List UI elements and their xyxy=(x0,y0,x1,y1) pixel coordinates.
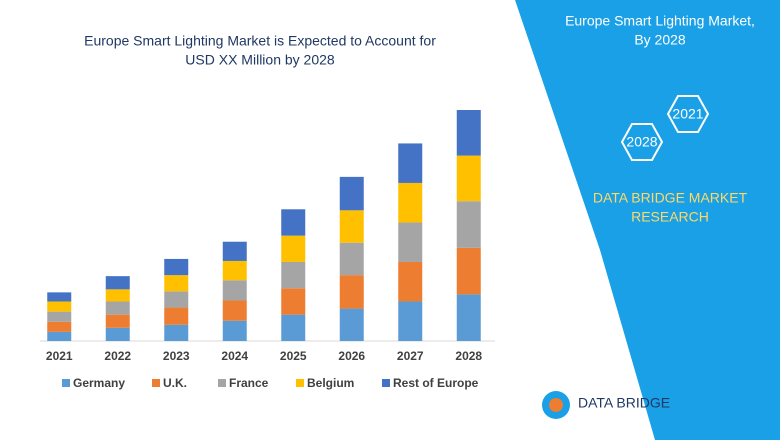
chart-title: Europe Smart Lighting Market is Expected… xyxy=(84,33,436,49)
bar-segment xyxy=(398,143,423,183)
panel-heading: Europe Smart Lighting Market, xyxy=(565,13,755,29)
bar-segment xyxy=(339,210,364,243)
bar-segment xyxy=(281,314,306,341)
bar-segment xyxy=(164,307,189,325)
hexagon-label: 2028 xyxy=(626,134,657,150)
legend-swatch xyxy=(152,379,160,387)
bar-segment xyxy=(456,294,481,341)
x-tick-label: 2025 xyxy=(280,349,307,363)
bar-segment xyxy=(222,241,247,261)
bar-segment xyxy=(105,327,130,341)
bar-segment xyxy=(105,289,130,302)
bar-segment xyxy=(398,182,423,223)
bar-segment xyxy=(339,242,364,276)
bar-segment xyxy=(456,201,481,248)
bar-segment xyxy=(339,275,364,309)
x-tick-label: 2028 xyxy=(455,349,482,363)
plot: 2021 2022 2023 2024 2025 2026 2027 2028 Germany U… xyxy=(46,110,482,390)
bar-segment xyxy=(47,311,72,322)
bar-segment xyxy=(281,288,306,315)
bar-segment xyxy=(164,275,189,292)
legend-label: Belgium xyxy=(307,376,354,390)
bar-segment xyxy=(456,110,481,156)
bar-segment xyxy=(47,321,72,332)
brand-text: DATA BRIDGE MARKET xyxy=(593,190,748,206)
bar-segment xyxy=(105,314,130,328)
hexagon xyxy=(666,95,710,133)
legend-swatch xyxy=(218,379,226,387)
logo-text: DATA BRIDGE xyxy=(578,395,670,411)
brand-text: RESEARCH xyxy=(631,209,709,225)
bar-segment xyxy=(164,324,189,341)
x-tick-label: 2021 xyxy=(46,349,73,363)
x-tick-label: 2023 xyxy=(163,349,190,363)
x-tick-label: 2024 xyxy=(221,349,248,363)
bar-segment xyxy=(222,280,247,301)
chart-title: USD XX Million by 2028 xyxy=(185,52,335,68)
bar-segment xyxy=(281,261,306,289)
bar-segment xyxy=(222,300,247,321)
legend-label: U.K. xyxy=(163,376,187,390)
bar-segment xyxy=(398,261,423,302)
bar-segment xyxy=(164,291,189,308)
hexagon xyxy=(620,123,664,161)
bar-segment xyxy=(222,260,247,281)
hexagon-label: 2021 xyxy=(672,106,703,122)
x-tick-label: 2027 xyxy=(397,349,424,363)
legend-swatch xyxy=(62,379,70,387)
bar-segment xyxy=(281,209,306,236)
legend-swatch xyxy=(296,379,304,387)
side-panel xyxy=(515,0,780,440)
bar-segment xyxy=(281,235,306,262)
bar-segment xyxy=(105,301,130,315)
x-tick-label: 2022 xyxy=(104,349,131,363)
bar-segment xyxy=(47,301,72,312)
bar-segment xyxy=(339,176,364,211)
legend-swatch xyxy=(382,379,390,387)
logo-icon xyxy=(549,398,563,412)
bar-segment xyxy=(47,292,72,302)
legend-label: Rest of Europe xyxy=(393,376,479,390)
legend-label: France xyxy=(229,376,269,390)
bar-segment xyxy=(398,301,423,341)
bar-segment xyxy=(339,308,364,341)
panel-heading: By 2028 xyxy=(634,32,686,48)
bar-segment xyxy=(222,320,247,341)
bar-segment xyxy=(47,331,72,341)
bar-segment xyxy=(456,155,481,202)
bar-segment xyxy=(164,258,189,276)
bar-segment xyxy=(456,247,481,295)
legend-label: Germany xyxy=(73,376,125,390)
bar-segment xyxy=(105,276,130,290)
bar-segment xyxy=(398,222,423,262)
x-tick-label: 2026 xyxy=(338,349,365,363)
